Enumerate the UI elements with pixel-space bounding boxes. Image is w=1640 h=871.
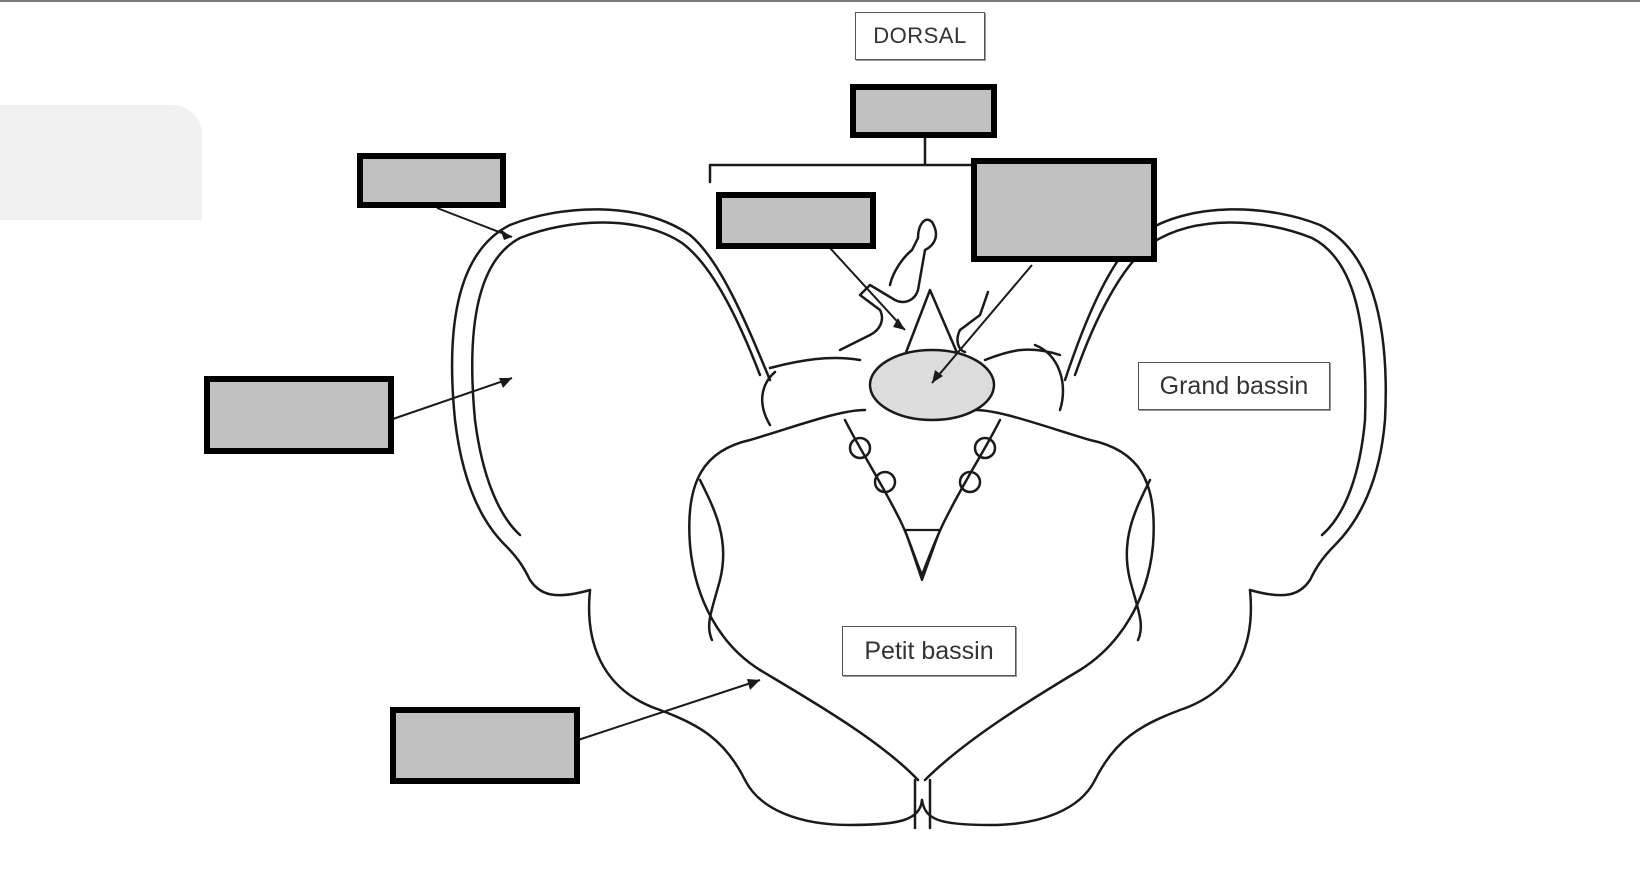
arrowhead [747, 679, 760, 690]
pelvic-inlet [688, 408, 1155, 782]
left-iliac-crest-outer [450, 208, 772, 597]
sacrum-ala-left [768, 356, 862, 370]
sacrum-ala-right [983, 348, 1062, 362]
leader-upper-left [436, 207, 513, 238]
arrowhead [932, 370, 943, 383]
answer-box-top-center[interactable] [850, 84, 997, 138]
leader-middle-left [389, 377, 513, 421]
right-iliac-crest-inner [1073, 221, 1367, 537]
right-ischium-outline [920, 588, 1253, 827]
vertebra-processes [838, 218, 990, 354]
petit-bassin-label: Petit bassin [842, 626, 1016, 676]
answer-box-center-right[interactable] [971, 158, 1157, 262]
arrowhead [500, 229, 512, 240]
leader-lower-left [577, 679, 761, 741]
sacral-foramen [848, 436, 872, 460]
top-border [0, 0, 1640, 2]
arrowhead [893, 318, 905, 330]
watermark-shape [0, 105, 202, 220]
arrowhead [499, 378, 512, 388]
right-acetabulum [1125, 478, 1152, 642]
left-sacroiliac-joint [761, 370, 777, 427]
sacral-foramen [958, 470, 982, 494]
vertebral-body [868, 348, 996, 422]
leader-center-right [931, 264, 1033, 384]
coccyx [903, 528, 942, 582]
left-iliac-crest-inner [470, 221, 762, 537]
answer-box-middle-left[interactable] [204, 376, 394, 454]
dorsal-label: DORSAL [855, 12, 985, 60]
pubic-symphysis [913, 778, 932, 830]
answer-box-lower-left[interactable] [390, 707, 580, 784]
left-ischium-outline [587, 588, 924, 827]
right-sacroiliac-joint [1033, 343, 1065, 412]
answer-box-center-left[interactable] [716, 192, 876, 249]
answer-box-upper-left[interactable] [357, 153, 506, 208]
sacral-foramen [973, 436, 997, 460]
sacral-foramen [873, 470, 897, 494]
leader-center-left [829, 247, 906, 331]
grand-bassin-label: Grand bassin [1138, 362, 1330, 410]
left-acetabulum [698, 478, 725, 642]
